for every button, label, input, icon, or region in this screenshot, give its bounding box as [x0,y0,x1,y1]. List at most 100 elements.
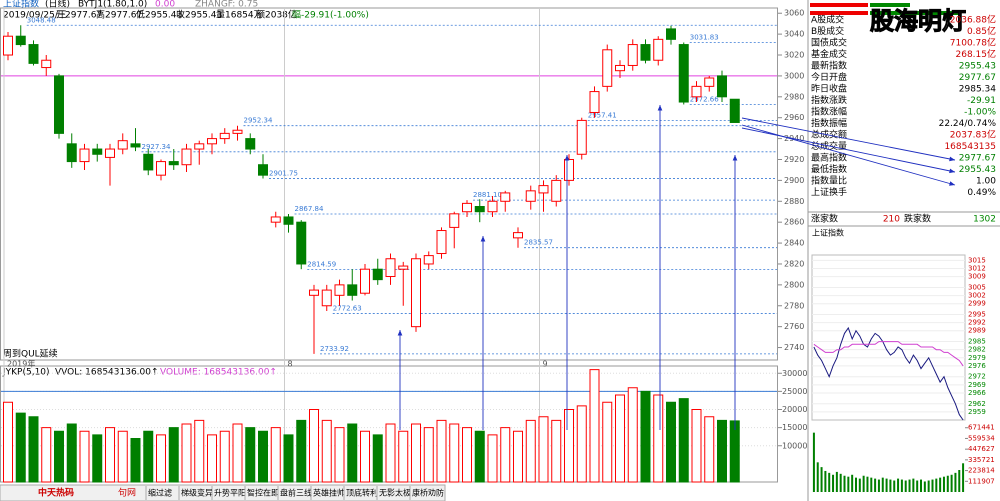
bar-green [870,3,910,7]
y-tick-label: 2976 [968,362,986,370]
header: 上证指数 (日线) BYTJ1(1.80,1.0) 0.00 ZHANGF: 0… [3,0,369,21]
y-tick-label: 2800 [784,280,804,289]
level-label: 2814.59 [307,261,336,269]
volume-bar [576,405,587,483]
candle-body [3,35,13,56]
arrow-head [949,181,955,186]
y-tick-label: 2999 [968,300,986,308]
info-value: 0.85亿 [967,25,996,37]
candle-body [105,148,115,158]
volume-bar [117,430,128,483]
candle-body [666,28,676,40]
arrow-head [564,155,570,161]
volume-bar [92,434,103,483]
y-tick-label: 2992 [968,319,986,327]
tab[interactable]: 盘前三线 [280,488,312,498]
low: 低2955.43 [136,9,182,21]
y-tick-label: 3002 [968,292,986,300]
tab[interactable]: 升势平阳 [214,488,246,498]
candle-body [678,44,689,103]
volume-bar [270,427,281,483]
volume-bar [66,423,77,483]
candle-body [500,192,511,202]
volume-bar [309,409,319,483]
tab[interactable]: 英雄挂帅 [313,488,345,498]
candle-body [717,75,727,98]
y-tick-label: 2840 [784,239,804,248]
volume-bar [602,401,613,483]
candle-body [168,161,179,166]
volume-bar [411,423,421,483]
arrow-head [732,155,738,161]
candle-body [411,258,421,328]
volume-bar [207,434,217,483]
candle-body [551,179,562,202]
level-label: 2972.66 [690,95,719,103]
intraday-title: 上证指数 [812,228,844,238]
candle-body [219,132,230,140]
volume-bar [653,394,664,483]
volume-bar [449,423,460,483]
y-tick-label: 3000 [784,71,804,80]
y-tick-label: 15000 [782,423,807,432]
volume-bar [258,430,268,483]
info-label: 上证换手 [811,186,847,198]
watermark: 股海明灯 [870,7,966,35]
zhangf: ZHANGF: 0.75 [195,0,258,10]
info-value: -29.91 [967,96,996,106]
volume-bar [283,434,294,483]
tab[interactable]: 顶底转利 [346,488,378,498]
level-label: 2835.57 [524,239,553,247]
decline: 1302 [973,215,996,225]
tab[interactable]: 缩过滤 [148,488,172,498]
brand2[interactable]: 句网 [118,487,136,499]
candle-body [538,185,549,194]
volume-bar [615,394,625,483]
info-value: 2977.67 [959,73,996,83]
volume-bar [678,398,689,483]
brand[interactable]: 中天热码 [38,487,74,499]
tab-bar [0,484,446,501]
volume-bar [3,401,13,483]
tab[interactable]: 智控在即 [247,488,279,498]
tab[interactable]: 康桥劝防 [412,488,444,498]
candle-body [474,206,485,213]
volume-bar [156,434,166,483]
tab[interactable]: 无影太极 [379,488,411,498]
candle-body [423,255,434,265]
y-tick-label: 447627 [968,445,995,453]
arrow [741,117,956,161]
volume-bar [500,427,511,483]
volume-bar [729,420,740,483]
volume-bar [15,412,26,483]
candle-body [181,148,192,166]
level-label: 2881.10 [473,191,502,199]
y-tick-label: 2962 [968,400,986,408]
y-tick-label: 20000 [782,405,807,414]
volume-bar [219,430,230,483]
arrow-head [397,330,403,336]
y-tick-label: 2969 [968,381,986,389]
y-tick-label: 2820 [784,259,804,268]
y-tick-label: 2959 [968,408,986,416]
y-tick-label: 3005 [968,283,986,291]
tab[interactable]: 梯级变异 [181,488,213,498]
volume-bar [627,387,638,483]
candle-body [309,289,319,296]
candle-body [513,232,523,239]
volume: 量16854万 [216,10,263,21]
level-label: 3031.83 [690,34,719,42]
volume-bar [691,409,702,483]
y-tick-label: 2880 [784,197,804,206]
candle-body [360,268,370,294]
info-value: 2037.83亿 [950,129,996,141]
volume-bar [232,423,243,483]
volume-bar [640,390,651,483]
y-tick-label: 2989 [968,327,986,335]
advance: 210 [883,215,900,225]
x-tick-label: 2019年 [7,359,35,369]
y-tick-label: 2860 [784,218,804,227]
candle-body [615,64,625,72]
y-tick-label: 2985 [968,338,986,346]
volume-bar [513,430,523,483]
